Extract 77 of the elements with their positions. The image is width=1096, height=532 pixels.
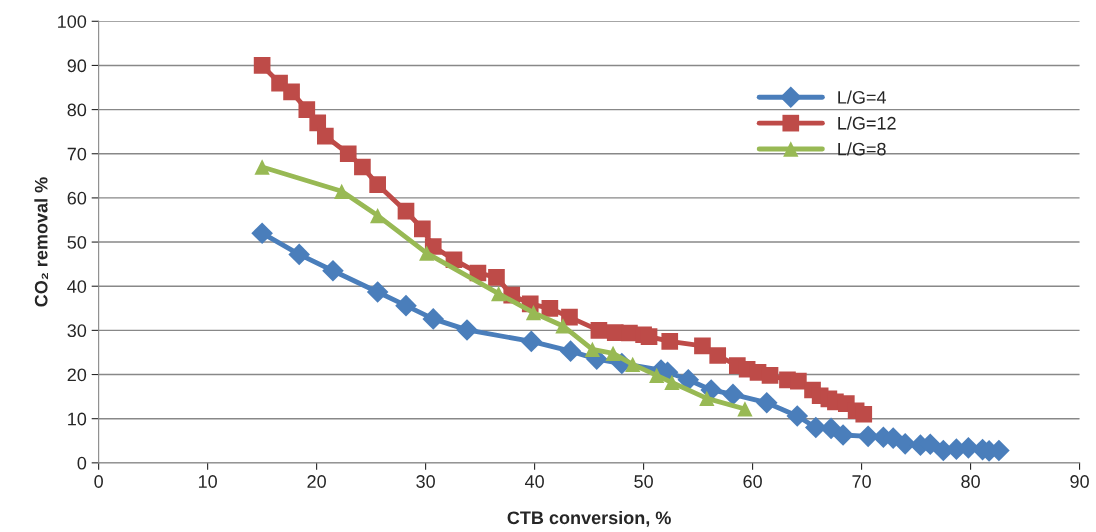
point	[786, 405, 809, 427]
point	[561, 308, 578, 326]
point	[699, 390, 715, 407]
point	[605, 345, 621, 361]
point	[288, 243, 310, 266]
point	[370, 207, 386, 224]
point	[722, 383, 744, 406]
point	[253, 57, 271, 74]
point	[397, 202, 415, 220]
point	[649, 367, 665, 384]
y-tick-label: 40	[67, 280, 87, 293]
x-tick-label: 10	[198, 475, 217, 488]
x-tick-label: 40	[524, 475, 544, 488]
y-tick-label: 100	[58, 15, 87, 28]
point	[559, 340, 582, 362]
point	[354, 158, 371, 176]
point	[737, 401, 753, 417]
point	[456, 319, 478, 341]
point	[832, 424, 854, 446]
point	[525, 305, 542, 321]
point	[855, 405, 873, 423]
y-axis-title: CO₂ removal %	[34, 177, 48, 307]
legend-label: L/G=12	[838, 116, 896, 130]
legend-label: L/G=4	[838, 90, 886, 104]
y-tick-label: 20	[67, 368, 87, 382]
x-tick-label: 20	[307, 475, 326, 488]
point	[541, 299, 559, 317]
point	[590, 322, 608, 339]
point	[694, 337, 711, 355]
point	[625, 356, 641, 373]
x-tick-label: 90	[1070, 475, 1089, 488]
point	[584, 341, 601, 357]
point	[820, 417, 842, 440]
point	[677, 369, 700, 391]
point	[664, 374, 680, 391]
point	[298, 101, 316, 118]
point	[251, 222, 273, 245]
x-tick-label: 30	[416, 475, 435, 488]
y-tick-label: 70	[67, 147, 87, 161]
x-axis-title: CTB conversion, %	[507, 510, 671, 527]
point	[322, 259, 344, 282]
y-tick-label: 30	[67, 324, 87, 338]
y-tick-label: 80	[67, 103, 87, 117]
y-tick-label: 0	[77, 456, 87, 470]
x-tick-label: 80	[961, 475, 980, 488]
point	[661, 333, 679, 350]
point	[414, 220, 431, 238]
point	[339, 145, 357, 163]
point	[640, 328, 658, 345]
point	[709, 347, 727, 364]
legend-label: L/G=8	[838, 142, 886, 156]
point	[520, 330, 543, 353]
point	[761, 367, 779, 384]
y-tick-label: 60	[67, 191, 87, 205]
point	[334, 183, 350, 199]
point	[422, 308, 445, 330]
x-tick-label: 0	[94, 475, 103, 488]
y-tick-label: 10	[68, 412, 87, 426]
point	[857, 425, 879, 448]
x-tick-label: 70	[852, 475, 871, 488]
point	[366, 281, 389, 303]
point	[369, 176, 386, 193]
x-tick-label: 50	[634, 475, 653, 488]
y-tick-label: 50	[67, 235, 87, 249]
point	[491, 286, 507, 302]
y-tick-label: 90	[67, 59, 87, 73]
point	[755, 391, 778, 414]
point	[790, 372, 807, 390]
point	[488, 269, 505, 286]
point	[283, 83, 300, 101]
point	[254, 159, 270, 175]
point	[894, 433, 916, 455]
point	[395, 294, 417, 317]
point	[555, 318, 571, 334]
point	[317, 127, 334, 145]
x-tick-label: 60	[743, 475, 762, 488]
point	[419, 245, 435, 261]
